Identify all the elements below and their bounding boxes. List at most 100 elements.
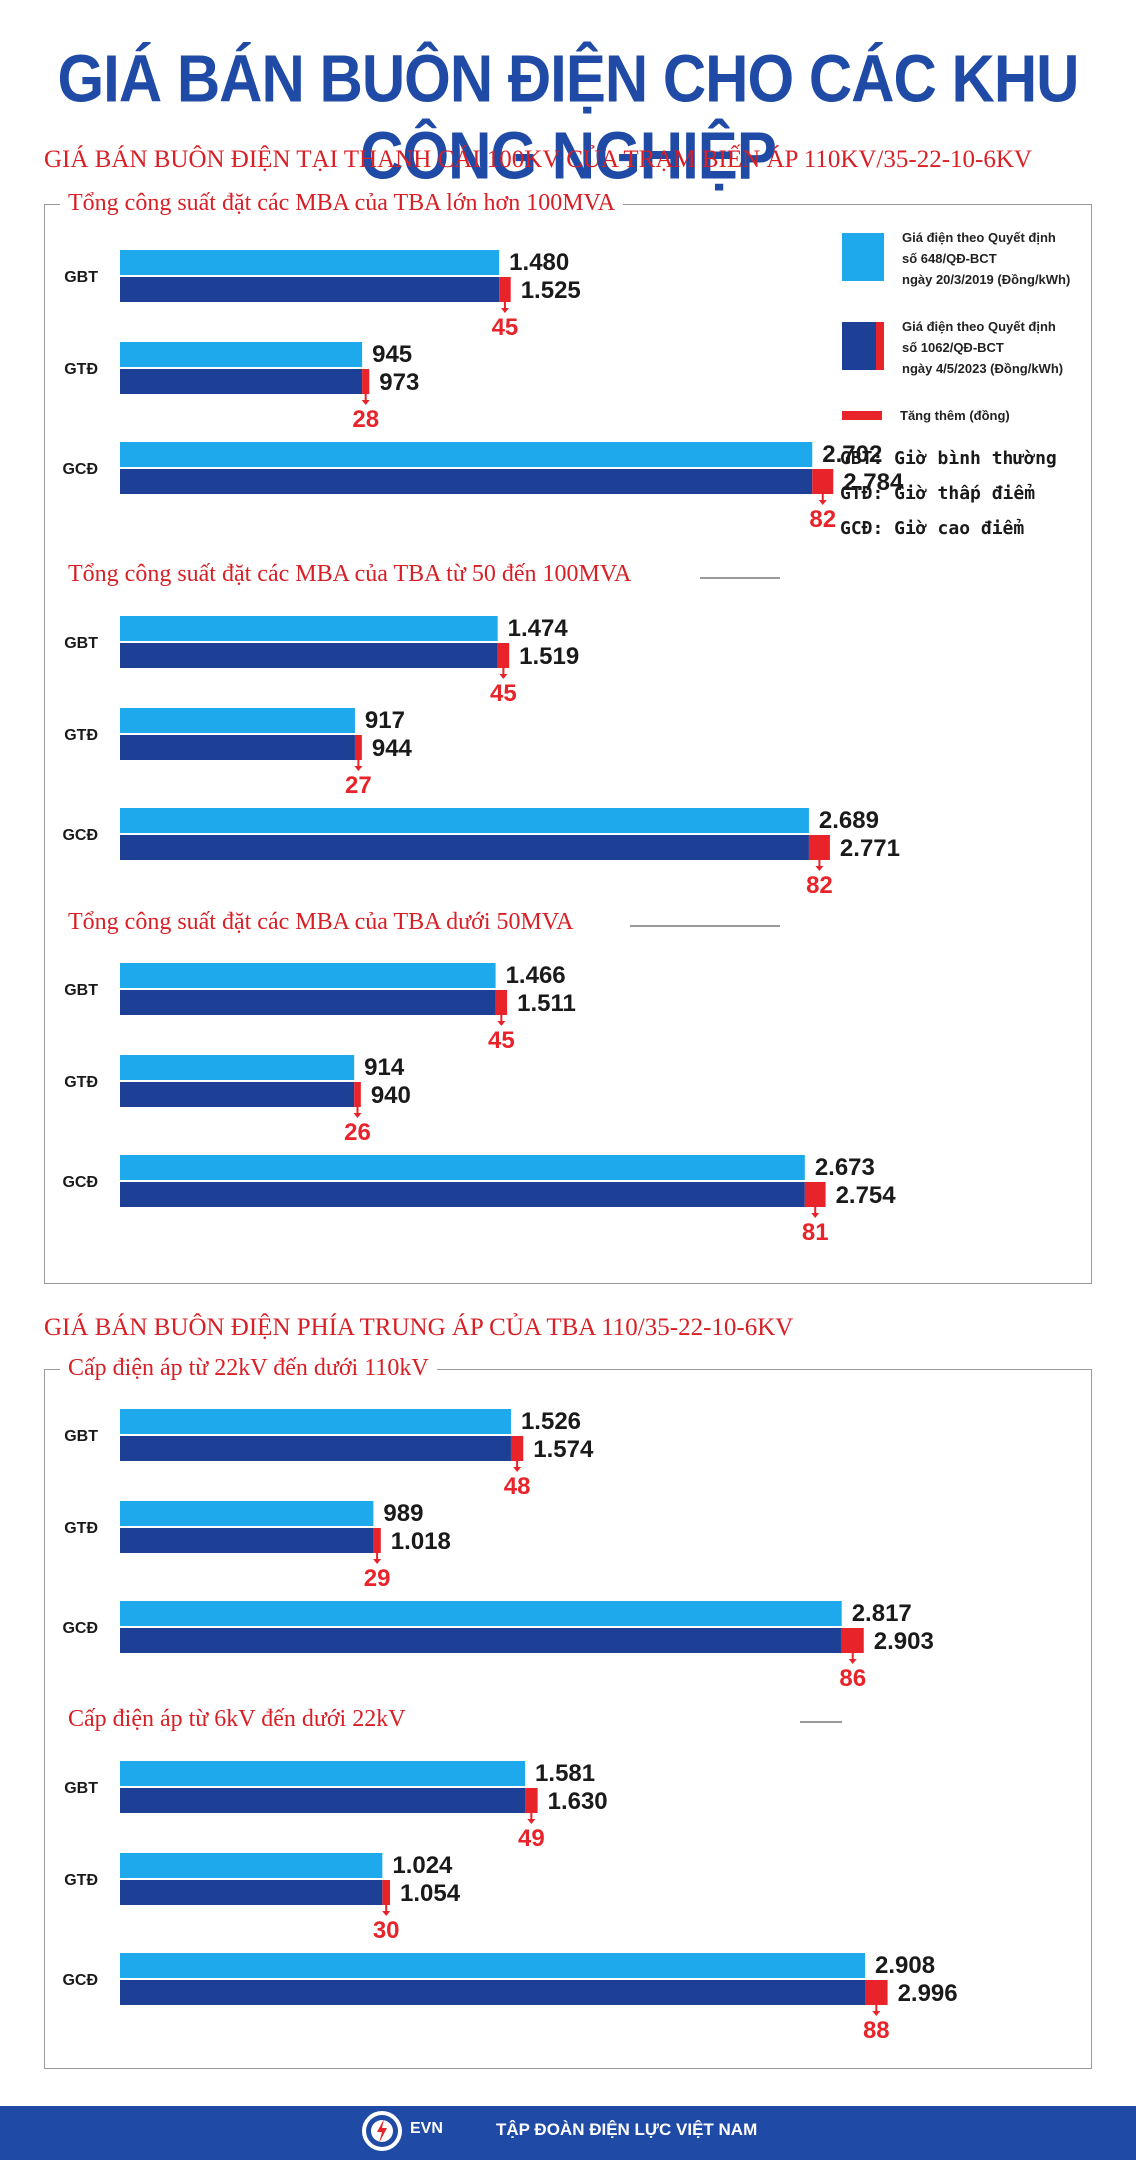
legend-label-new-price: Giá điện theo Quyết định số 1062/QĐ-BCT … — [902, 319, 1064, 376]
bar-increase — [382, 1880, 391, 1905]
value-label-old: 2.817 — [852, 1600, 912, 1627]
legend-swatch-new-increase — [876, 322, 884, 370]
bar-increase — [354, 735, 362, 760]
bar-increase — [812, 469, 834, 494]
increase-pointer-arrow — [373, 1559, 382, 1564]
group-title-6-22kv: Cấp điện áp từ 6kV đến dưới 22kV — [60, 1706, 414, 1733]
increase-pointer-arrow — [513, 1467, 522, 1472]
bar-old-price — [120, 442, 813, 467]
value-label-old: 1.466 — [506, 962, 566, 989]
footer-logo-text: EVN — [410, 2120, 443, 2137]
value-label-new: 1.018 — [391, 1528, 451, 1555]
value-label-old: 989 — [383, 1500, 423, 1527]
legend-abbr-gcd: GCĐ: Giờ cao điểm — [840, 518, 1025, 539]
bar-new-price — [120, 277, 500, 302]
category-label: GCĐ — [62, 1620, 98, 1637]
bar-new-price — [120, 369, 363, 394]
value-label-new: 1.511 — [517, 990, 576, 1017]
value-label-new: 2.996 — [898, 1980, 958, 2007]
value-label-new: 2.754 — [836, 1182, 897, 1209]
category-label: GTĐ — [64, 1872, 98, 1889]
increase-label: 29 — [364, 1565, 391, 1592]
category-label: GBT — [64, 635, 98, 652]
footer-org-name: TẬP ĐOÀN ĐIỆN LỰC VIỆT NAM — [496, 2120, 758, 2139]
bar-new-price — [120, 990, 496, 1015]
bar-increase — [362, 369, 370, 394]
value-label-new: 1.054 — [400, 1880, 461, 1907]
legend-label-old-price: Giá điện theo Quyết định số 648/QĐ-BCT n… — [902, 230, 1071, 287]
section-heading-medium-voltage: GIÁ BÁN BUÔN ĐIỆN PHÍA TRUNG ÁP CỦA TBA … — [44, 1314, 794, 1341]
bar-new-price — [120, 643, 498, 668]
group-title-22-110kv: Cấp điện áp từ 22kV đến dưới 110kV — [60, 1355, 437, 1382]
bar-new-price — [120, 1980, 866, 2005]
bar-old-price — [120, 1953, 866, 1978]
increase-label: 45 — [490, 680, 517, 707]
section-heading-busbar: GIÁ BÁN BUÔN ĐIỆN TẠI THANH CÁI 100KV CỦ… — [44, 146, 1032, 173]
category-label: GCĐ — [62, 1174, 98, 1191]
increase-label: 30 — [373, 1917, 400, 1944]
bar-new-price — [120, 1628, 842, 1653]
bar-old-price — [120, 1761, 526, 1786]
bar-new-price — [120, 1182, 805, 1207]
group-title-50-100mva: Tổng công suất đặt các MBA của TBA từ 50… — [60, 561, 640, 588]
bar-new-price — [120, 469, 813, 494]
evn-logo-icon — [362, 2111, 402, 2151]
bar-old-price — [120, 250, 500, 275]
increase-label: 45 — [488, 1027, 515, 1054]
value-label-new: 1.525 — [521, 277, 581, 304]
category-label: GCĐ — [62, 1972, 98, 1989]
increase-label: 82 — [806, 872, 833, 899]
bar-new-price — [120, 1528, 374, 1553]
value-label-old: 1.526 — [521, 1408, 581, 1435]
increase-label: 45 — [492, 314, 519, 341]
bar-new-price — [120, 1880, 383, 1905]
value-label-new: 2.903 — [874, 1628, 934, 1655]
bar-new-price — [120, 1436, 511, 1461]
bar-increase — [497, 643, 510, 668]
value-label-new: 1.519 — [519, 643, 579, 670]
category-label: GBT — [64, 982, 98, 999]
value-label-old: 2.702 — [822, 441, 882, 468]
increase-pointer-arrow — [848, 1659, 857, 1664]
value-label-new: 2.784 — [843, 469, 904, 496]
category-label: GBT — [64, 1428, 98, 1445]
bar-old-price — [120, 1409, 511, 1434]
bar-increase — [808, 835, 830, 860]
footer-bar — [0, 2106, 1136, 2160]
value-label-new: 944 — [372, 735, 413, 762]
legend-abbr-gbt: GBT: Giờ bình thường — [840, 448, 1057, 469]
category-label: GTĐ — [64, 727, 98, 744]
bar-old-price — [120, 342, 363, 367]
group-title-over-100mva: Tổng công suất đặt các MBA của TBA lớn h… — [60, 190, 624, 217]
group-divider-2 — [700, 577, 780, 579]
bar-old-price — [120, 1853, 383, 1878]
bar-old-price — [120, 708, 355, 733]
increase-label: 49 — [518, 1825, 545, 1852]
legend-swatch-old-price — [842, 233, 884, 281]
value-label-new: 940 — [371, 1082, 411, 1109]
value-label-old: 917 — [365, 707, 405, 734]
increase-pointer-arrow — [527, 1819, 536, 1824]
bar-increase — [354, 1082, 361, 1107]
bar-new-price — [120, 1788, 526, 1813]
increase-pointer-arrow — [811, 1213, 820, 1218]
increase-pointer-arrow — [353, 1113, 362, 1118]
category-label: GTĐ — [64, 1520, 98, 1537]
increase-label: 81 — [802, 1219, 829, 1246]
bar-new-price — [120, 1082, 355, 1107]
legend-swatch-increase — [842, 411, 882, 420]
bar-old-price — [120, 616, 498, 641]
bar-increase — [510, 1436, 524, 1461]
bar-old-price — [120, 1155, 805, 1180]
value-label-old: 914 — [364, 1054, 405, 1081]
bar-increase — [499, 277, 511, 302]
increase-pointer-arrow — [382, 1911, 391, 1916]
bar-increase — [525, 1788, 538, 1813]
bar-increase — [495, 990, 508, 1015]
value-label-old: 1.480 — [509, 249, 569, 276]
bar-old-price — [120, 1601, 842, 1626]
group-title-under-50mva: Tổng công suất đặt các MBA của TBA dưới … — [60, 909, 582, 936]
bar-increase — [841, 1628, 864, 1653]
increase-label: 88 — [863, 2017, 890, 2044]
